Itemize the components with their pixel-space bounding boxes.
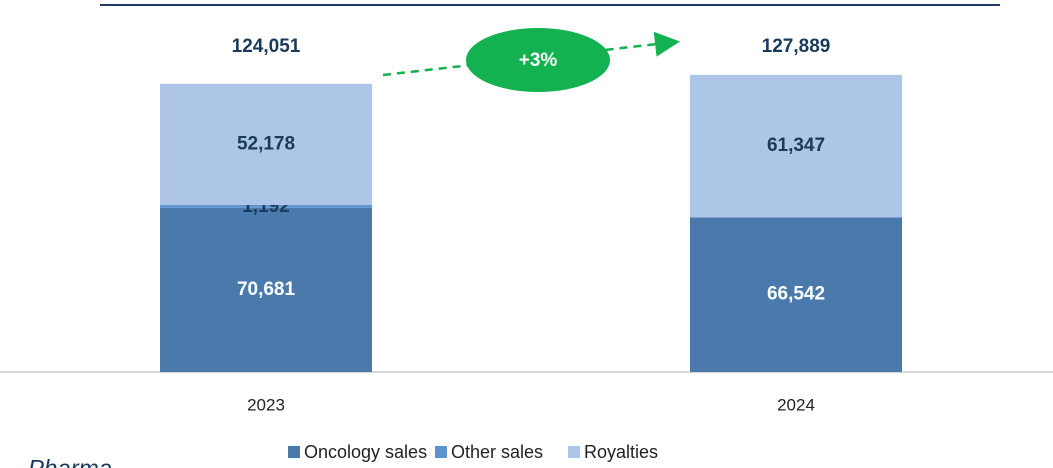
legend-swatch <box>568 446 580 458</box>
growth-badge <box>466 28 610 92</box>
bar-segment <box>690 217 902 372</box>
legend-swatch <box>288 446 300 458</box>
growth-label: +3% <box>519 50 558 71</box>
legend-label: Royalties <box>584 442 658 462</box>
x-tick-label: 2023 <box>247 395 285 414</box>
bar-segment <box>160 205 372 208</box>
x-tick-label: 2024 <box>777 395 815 414</box>
bar-segment <box>160 83 372 206</box>
value-label: 52,178 <box>237 133 295 154</box>
value-label: 66,542 <box>767 284 825 305</box>
value-label: 70,681 <box>237 279 296 300</box>
bar-segment <box>160 207 372 372</box>
footer: Pharma <box>28 455 112 468</box>
legend-label: Other sales <box>451 442 543 462</box>
legend-swatch <box>435 446 447 458</box>
legend-label: Oncology sales <box>304 442 427 462</box>
total-label: 127,889 <box>762 36 831 57</box>
total-label: 124,051 <box>232 36 301 57</box>
bar-segment <box>690 74 902 218</box>
value-label: 61,347 <box>767 135 825 156</box>
